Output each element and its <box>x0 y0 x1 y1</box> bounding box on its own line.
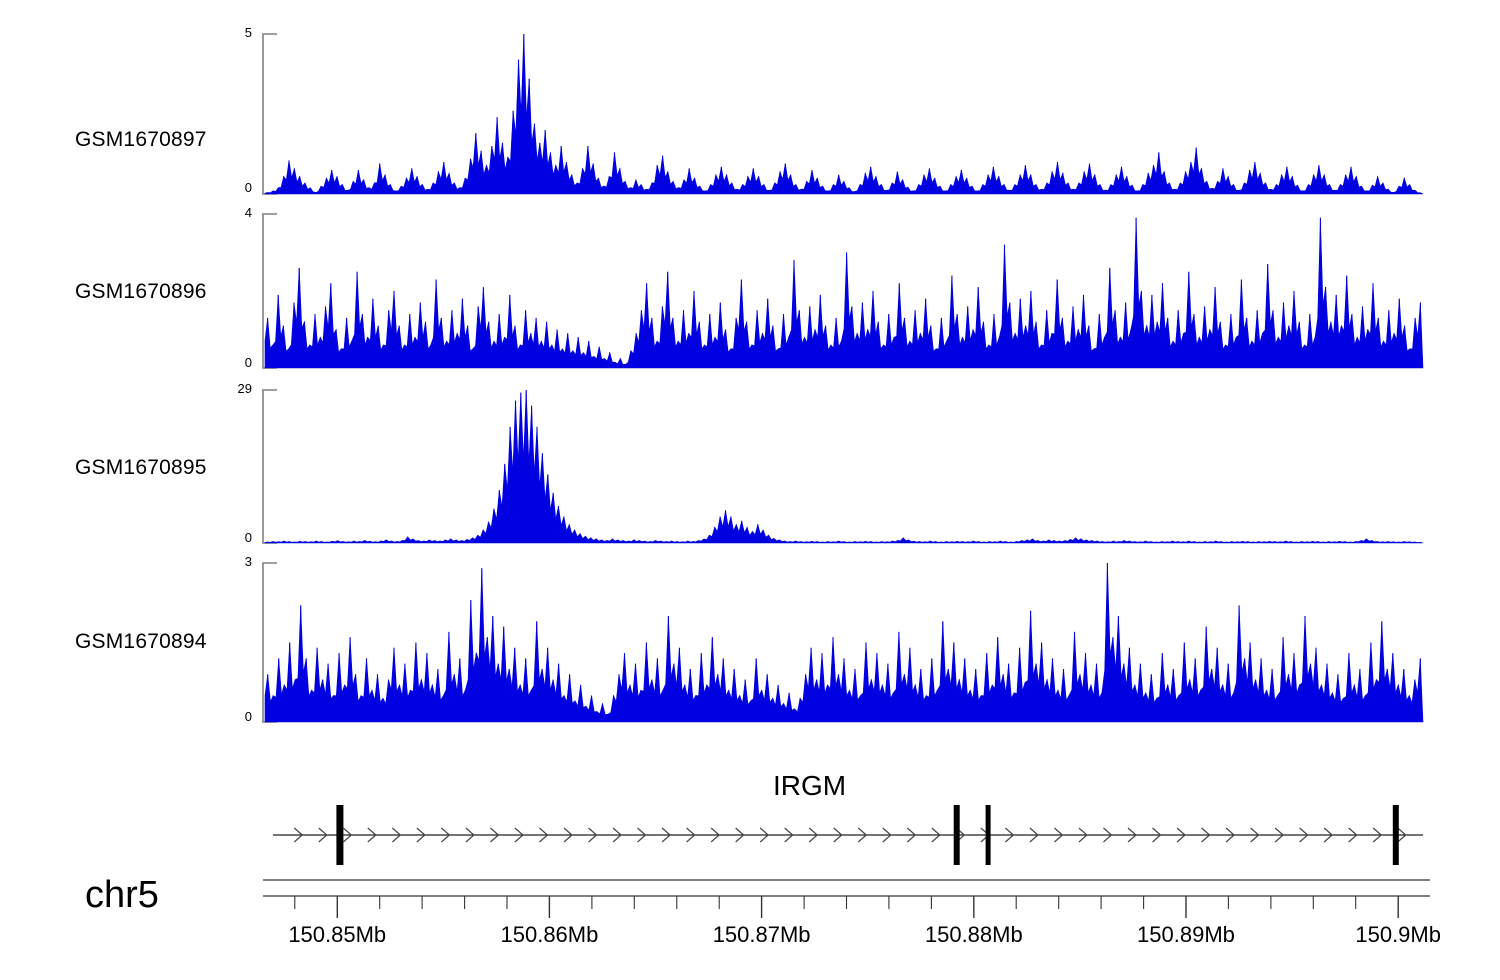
strand-arrow-icon <box>318 827 328 843</box>
strand-arrow-icon <box>759 827 770 843</box>
strand-arrow-icon <box>612 827 622 843</box>
signal-plot-0 <box>262 33 1424 195</box>
strand-arrow-icon <box>1176 827 1186 843</box>
strand-arrow-icon <box>1078 827 1088 843</box>
track-label-2: GSM1670895 <box>75 456 207 479</box>
strand-arrow-icon <box>833 827 843 843</box>
exon-block <box>953 805 960 865</box>
strand-arrow-icon <box>391 827 402 843</box>
exon-block <box>985 805 991 865</box>
track-axis-max-0: 5 <box>244 25 252 40</box>
signal-area-3 <box>264 562 1424 723</box>
track-axis-max-2: 29 <box>237 381 252 396</box>
strand-arrow-icon <box>416 827 426 843</box>
axis-tick-label: 150.9Mb <box>1355 922 1441 947</box>
strand-arrow-icon <box>1201 827 1211 843</box>
axis-tick-label: 150.86Mb <box>500 922 599 947</box>
strand-arrow-icon <box>514 827 524 843</box>
strand-arrow-icon <box>857 827 868 843</box>
strand-arrow-icon <box>293 827 304 843</box>
track-label-3: GSM1670894 <box>75 630 207 653</box>
strand-arrow-icon <box>490 827 500 843</box>
strand-arrow-icon <box>367 827 377 843</box>
signal-plot-3 <box>262 562 1424 723</box>
signal-plot-2 <box>262 389 1424 544</box>
track-label-1: GSM1670896 <box>75 280 207 303</box>
strand-arrow-icon <box>539 827 549 843</box>
track-axis-max-1: 4 <box>244 205 252 220</box>
chromosome-axis: chr5 150.85Mb 150.86Mb 150.87Mb 150.88Mb 150… <box>0 860 1500 980</box>
strand-arrow-icon <box>1348 827 1358 843</box>
strand-arrow-icon <box>342 827 353 843</box>
gene-annotation-track: IRGM <box>0 760 1500 870</box>
track-axis-min-3: 0 <box>244 709 252 724</box>
strand-arrow-icon <box>710 827 721 843</box>
strand-arrow-icon <box>1054 827 1064 843</box>
strand-arrow-icon <box>465 827 475 843</box>
strand-arrow-icon <box>440 827 451 843</box>
gene-exon-blocks <box>336 805 1399 865</box>
strand-arrow-icon <box>906 827 917 843</box>
exon-block <box>1392 805 1399 865</box>
strand-arrow-icon <box>1397 827 1407 843</box>
strand-arrow-icon <box>931 827 941 843</box>
strand-arrow-icon <box>563 827 573 843</box>
axis-tick-label: 150.88Mb <box>924 922 1023 947</box>
axis-tick-label: 150.85Mb <box>288 922 387 947</box>
signal-track-row: GSM1670895 29 0 <box>0 378 1500 548</box>
exon-block <box>336 805 344 865</box>
gene-model[interactable] <box>255 760 1445 870</box>
gene-strand-arrows <box>293 827 1407 843</box>
strand-arrow-icon <box>882 827 892 843</box>
axis-ticks <box>294 896 1399 918</box>
strand-arrow-icon <box>1004 827 1015 843</box>
signal-plot-1 <box>262 213 1424 369</box>
strand-arrow-icon <box>1127 827 1137 843</box>
axis-tick-label: 150.89Mb <box>1137 922 1235 947</box>
strand-arrow-icon <box>808 827 819 843</box>
signal-area-0 <box>264 33 1424 195</box>
strand-arrow-icon <box>1029 827 1039 843</box>
strand-arrow-icon <box>784 827 794 843</box>
coverage-area <box>264 389 1424 544</box>
track-axis-min-2: 0 <box>244 530 252 545</box>
strand-arrow-icon <box>1103 827 1113 843</box>
signal-track-row: GSM1670894 3 0 <box>0 552 1500 724</box>
strand-arrow-icon <box>1323 827 1334 843</box>
axis-tick-label: 150.87Mb <box>712 922 811 947</box>
strand-arrow-icon <box>735 827 745 843</box>
track-axis-max-3: 3 <box>244 554 252 569</box>
strand-arrow-icon <box>1274 827 1285 843</box>
axis-ruler[interactable] <box>255 860 1445 920</box>
signal-track-row: GSM1670897 5 0 <box>0 25 1500 198</box>
strand-arrow-icon <box>686 827 696 843</box>
strand-arrow-icon <box>1225 827 1235 843</box>
strand-arrow-icon <box>588 827 598 843</box>
chromosome-label: chr5 <box>85 874 159 916</box>
strand-arrow-icon <box>1372 827 1383 843</box>
strand-arrow-icon <box>1299 827 1309 843</box>
strand-arrow-icon <box>1250 827 1260 843</box>
signal-area-1 <box>264 217 1424 369</box>
track-axis-min-0: 0 <box>244 180 252 195</box>
track-label-0: GSM1670897 <box>75 128 207 151</box>
track-axis-min-1: 0 <box>244 355 252 370</box>
strand-arrow-icon <box>1152 827 1162 843</box>
strand-arrow-icon <box>637 827 647 843</box>
signal-track-row: GSM1670896 4 0 <box>0 202 1500 372</box>
signal-area-2 <box>264 389 1424 544</box>
strand-arrow-icon <box>661 827 671 843</box>
coverage-area <box>264 33 1424 195</box>
coverage-area <box>264 217 1424 369</box>
gene-label[interactable]: IRGM <box>773 770 847 801</box>
